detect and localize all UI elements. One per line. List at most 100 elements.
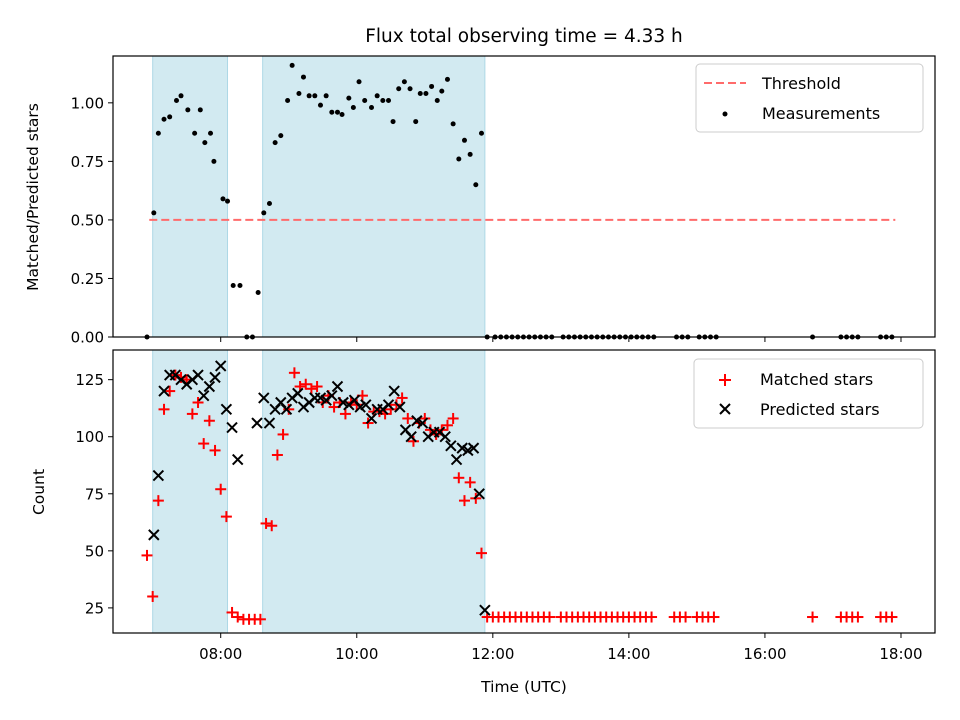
measurement-point-23 xyxy=(278,133,284,139)
matched-star-point-30 xyxy=(311,381,323,393)
top-y-axis-ticks: 0.00 0.25 0.50 0.75 1.00 xyxy=(71,94,113,347)
measurement-point-47 xyxy=(413,119,419,125)
measurement-point-34 xyxy=(339,112,345,118)
measurement-point-7 xyxy=(185,107,191,113)
bottom-axes-frame xyxy=(112,349,936,634)
top-ytick-label-0: 0.00 xyxy=(71,329,104,347)
measurement-point-2 xyxy=(155,130,161,136)
matched-star-point-103 xyxy=(886,611,898,623)
matched-star-point-8 xyxy=(186,408,198,420)
legend-matched-swatch xyxy=(719,374,731,386)
predicted-star-point-15 xyxy=(232,453,244,466)
predicted-star-point-23 xyxy=(292,387,304,400)
top-ytick-label-3: 0.75 xyxy=(71,153,104,171)
legend-predicted-swatch xyxy=(719,403,731,415)
matched-star-point-56 xyxy=(458,495,470,507)
measurement-point-12 xyxy=(211,158,217,164)
matched-star-point-20 xyxy=(254,613,266,625)
measurement-point-50 xyxy=(429,83,435,89)
measurement-point-21 xyxy=(266,201,272,207)
matched-star-point-10 xyxy=(198,438,210,450)
measurement-point-52 xyxy=(439,88,445,94)
bottom-x-axis-ticks: 08:00 10:00 12:00 14:00 16:00 18:00 xyxy=(199,633,923,663)
predicted-star-point-21 xyxy=(280,403,293,416)
measurement-point-54 xyxy=(450,121,456,127)
measurement-point-1 xyxy=(151,210,157,216)
measurement-point-27 xyxy=(300,74,306,80)
measurement-point-38 xyxy=(362,97,368,103)
matched-star-point-46 xyxy=(402,412,414,424)
predicted-star-point-41 xyxy=(394,401,406,413)
measurement-point-5 xyxy=(173,97,179,103)
matched-star-point-53 xyxy=(441,419,453,431)
measurement-point-24 xyxy=(285,97,291,103)
matched-star-point-21 xyxy=(260,517,272,529)
measurement-point-14 xyxy=(225,198,231,204)
bottom-shaded-intervals xyxy=(152,349,486,634)
top-x-axis-ticks xyxy=(220,337,902,342)
measurement-point-56 xyxy=(461,137,467,143)
measurement-point-40 xyxy=(374,93,380,99)
bottom-xtick-label-4: 16:00 xyxy=(743,645,786,663)
matched-star-point-13 xyxy=(215,483,227,495)
matched-star-point-3 xyxy=(158,403,170,415)
matched-star-point-35 xyxy=(339,408,351,420)
measurement-point-9 xyxy=(197,107,203,113)
bottom-xtick-label-5: 18:00 xyxy=(879,645,922,663)
matched-star-point-4 xyxy=(164,385,176,397)
measurement-point-51 xyxy=(434,97,440,103)
matched-star-point-91 xyxy=(680,611,692,623)
bottom-xtick-label-0: 08:00 xyxy=(199,645,242,663)
predicted-star-point-10 xyxy=(203,380,216,393)
measurement-point-10 xyxy=(202,140,208,146)
predicted-star-point-16 xyxy=(251,417,263,429)
predicted-star-point-56 xyxy=(479,604,491,616)
shaded-interval-1 xyxy=(262,55,486,338)
predicted-star-point-36 xyxy=(365,412,378,425)
predicted-star-point-13 xyxy=(220,403,233,416)
measurement-point-22 xyxy=(272,140,278,146)
matched-star-point-15 xyxy=(226,606,238,618)
bottom-ytick-label-3: 100 xyxy=(75,428,104,446)
measurement-point-11 xyxy=(208,130,214,136)
measurement-point-35 xyxy=(346,95,352,101)
shaded-interval-0 xyxy=(152,55,229,338)
measurement-point-49 xyxy=(423,90,429,96)
predicted-star-point-18 xyxy=(263,417,276,429)
predicted-star-point-55 xyxy=(473,488,485,500)
matched-star-point-29 xyxy=(305,383,317,395)
measurement-point-37 xyxy=(356,79,362,85)
bottom-ytick-label-0: 25 xyxy=(85,599,104,617)
top-ytick-label-1: 0.25 xyxy=(71,270,104,288)
predicted-star-point-54 xyxy=(467,442,480,454)
matched-star-point-1 xyxy=(147,590,159,602)
measurement-point-29 xyxy=(312,93,318,99)
bottom-x-axis-label: Time (UTC) xyxy=(480,678,567,696)
bottom-legend: Matched stars Predicted stars xyxy=(693,358,924,429)
predicted-star-point-8 xyxy=(192,369,204,381)
measurement-point-16 xyxy=(237,282,243,288)
measurement-point-53 xyxy=(444,76,450,82)
top-shaded-intervals xyxy=(152,55,486,338)
predicted-star-point-12 xyxy=(215,360,227,372)
matched-star-point-2 xyxy=(152,495,164,507)
measurement-point-36 xyxy=(350,105,356,111)
matched-star-point-14 xyxy=(220,511,232,523)
measurement-point-20 xyxy=(261,210,267,216)
matched-star-point-59 xyxy=(475,547,487,559)
top-chart-title: Flux total observing time = 4.33 h xyxy=(365,26,683,47)
bottom-xtick-label-1: 10:00 xyxy=(335,645,378,663)
predicted-star-point-35 xyxy=(360,399,372,411)
predicted-star-point-51 xyxy=(450,453,463,466)
measurement-point-28 xyxy=(306,93,312,99)
bottom-xtick-label-2: 12:00 xyxy=(471,645,514,663)
matched-star-point-12 xyxy=(209,444,221,456)
predicted-star-point-30 xyxy=(331,380,344,393)
top-axes-frame xyxy=(112,55,936,338)
bottom-panel: 25 50 75 100 125 08:00 10:00 12:00 14:00 16:00 18… xyxy=(30,349,936,696)
measurement-point-57 xyxy=(467,151,473,157)
predicted-star-point-50 xyxy=(445,440,457,452)
matched-stars-points xyxy=(141,367,898,625)
matched-star-point-0 xyxy=(141,549,153,561)
predicted-star-point-14 xyxy=(226,421,238,434)
